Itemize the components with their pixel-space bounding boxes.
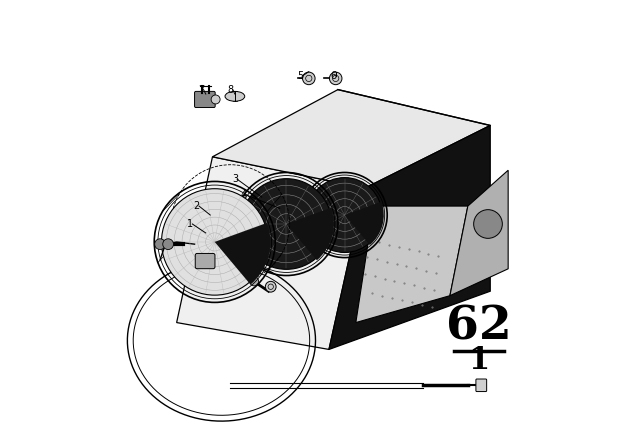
Text: 4: 4 (241, 190, 247, 200)
FancyBboxPatch shape (195, 254, 215, 269)
Circle shape (250, 277, 259, 286)
Text: 1: 1 (187, 219, 193, 229)
Circle shape (211, 95, 220, 104)
Ellipse shape (225, 91, 244, 101)
Circle shape (307, 177, 382, 253)
Circle shape (163, 239, 173, 250)
Wedge shape (215, 223, 270, 284)
Text: 3: 3 (232, 174, 238, 184)
Polygon shape (177, 157, 365, 349)
Text: 6: 6 (330, 71, 337, 81)
Text: 7: 7 (198, 85, 204, 95)
Polygon shape (356, 206, 468, 323)
Text: 1: 1 (468, 345, 490, 376)
Circle shape (161, 189, 268, 295)
Text: 2: 2 (194, 201, 200, 211)
FancyBboxPatch shape (476, 379, 486, 392)
Polygon shape (212, 90, 490, 188)
Wedge shape (345, 202, 384, 245)
Circle shape (155, 239, 166, 250)
Circle shape (474, 210, 502, 238)
Circle shape (330, 72, 342, 85)
Circle shape (266, 281, 276, 292)
FancyBboxPatch shape (195, 91, 215, 108)
Text: 8: 8 (227, 85, 234, 95)
Circle shape (303, 72, 315, 85)
Polygon shape (450, 170, 508, 296)
Text: 5: 5 (297, 71, 303, 81)
Polygon shape (329, 125, 490, 349)
Circle shape (241, 179, 332, 269)
Wedge shape (287, 208, 334, 260)
Text: 62: 62 (446, 303, 512, 349)
